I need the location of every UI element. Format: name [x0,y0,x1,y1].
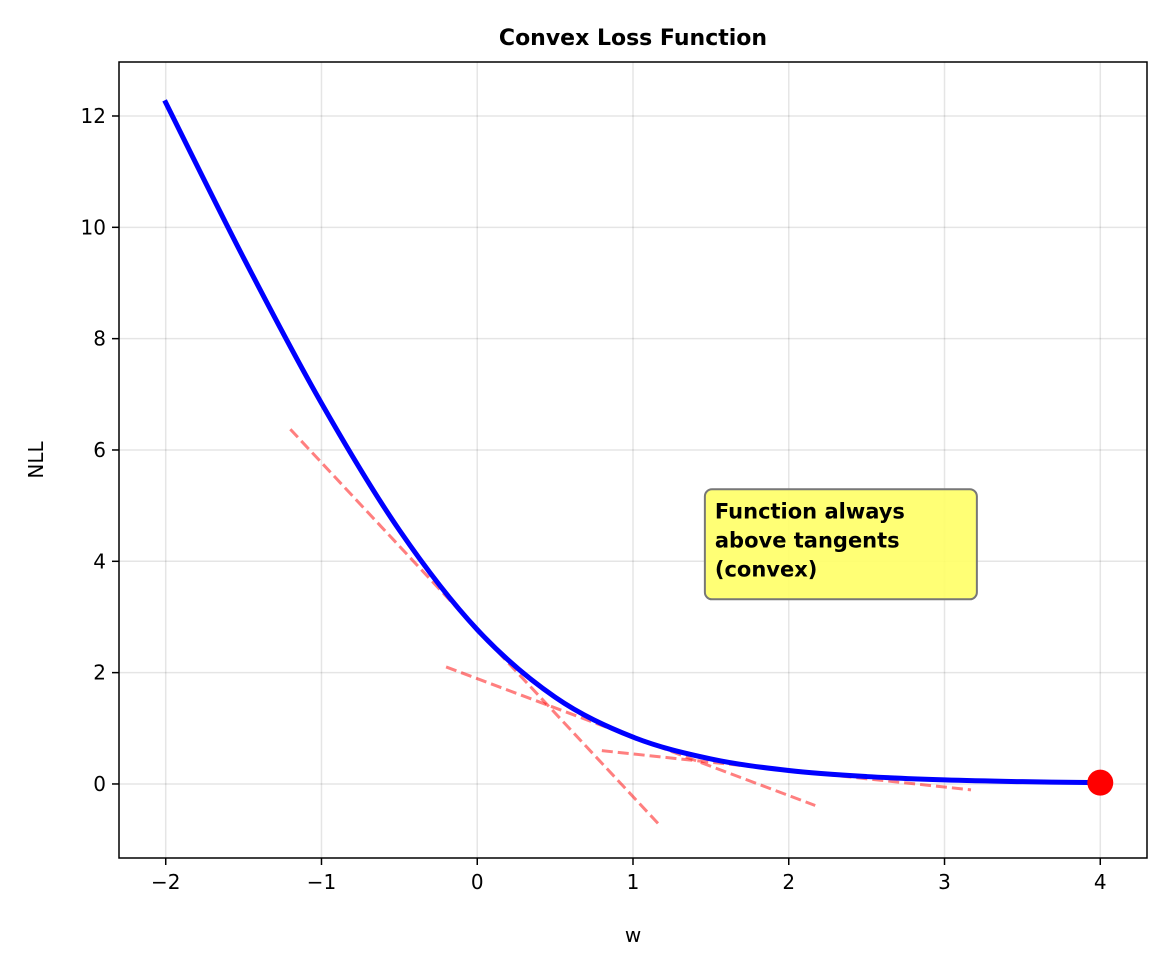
x-tick-label: 3 [938,870,951,894]
optimum-marker [1087,769,1114,796]
grid [119,62,1147,858]
annotation-text-line: above tangents [715,528,900,552]
x-axis-label: w [625,923,641,947]
annotation-text-line: Function always [715,499,905,523]
y-axis-label: NLL [24,441,48,479]
y-axis-ticks: 0 2 4 6 8 10 12 [81,104,119,796]
y-tick-label: 2 [93,661,106,685]
y-tick-label: 12 [81,104,106,128]
x-tick-label: −1 [307,870,336,894]
y-tick-label: 10 [81,215,106,239]
series [162,99,1103,786]
annotation-text-line: (convex) [715,557,818,581]
x-tick-label: 0 [471,870,484,894]
annotation-box: Function always above tangents (convex) [703,488,978,601]
x-tick-label: 1 [627,870,640,894]
annotation-background [703,488,978,601]
x-tick-label: 4 [1094,870,1107,894]
x-tick-label: 2 [782,870,795,894]
x-tick-label: −2 [151,870,180,894]
nll-curve [162,99,1103,786]
tangent-line [289,428,661,827]
y-tick-label: 6 [93,438,106,462]
y-tick-label: 0 [93,772,106,796]
marker [1087,769,1114,796]
y-tick-label: 4 [93,549,106,573]
y-tick-label: 8 [93,327,106,351]
chart-title: Convex Loss Function [499,26,767,51]
x-axis-ticks: −2 −1 0 1 2 3 4 [151,858,1107,894]
